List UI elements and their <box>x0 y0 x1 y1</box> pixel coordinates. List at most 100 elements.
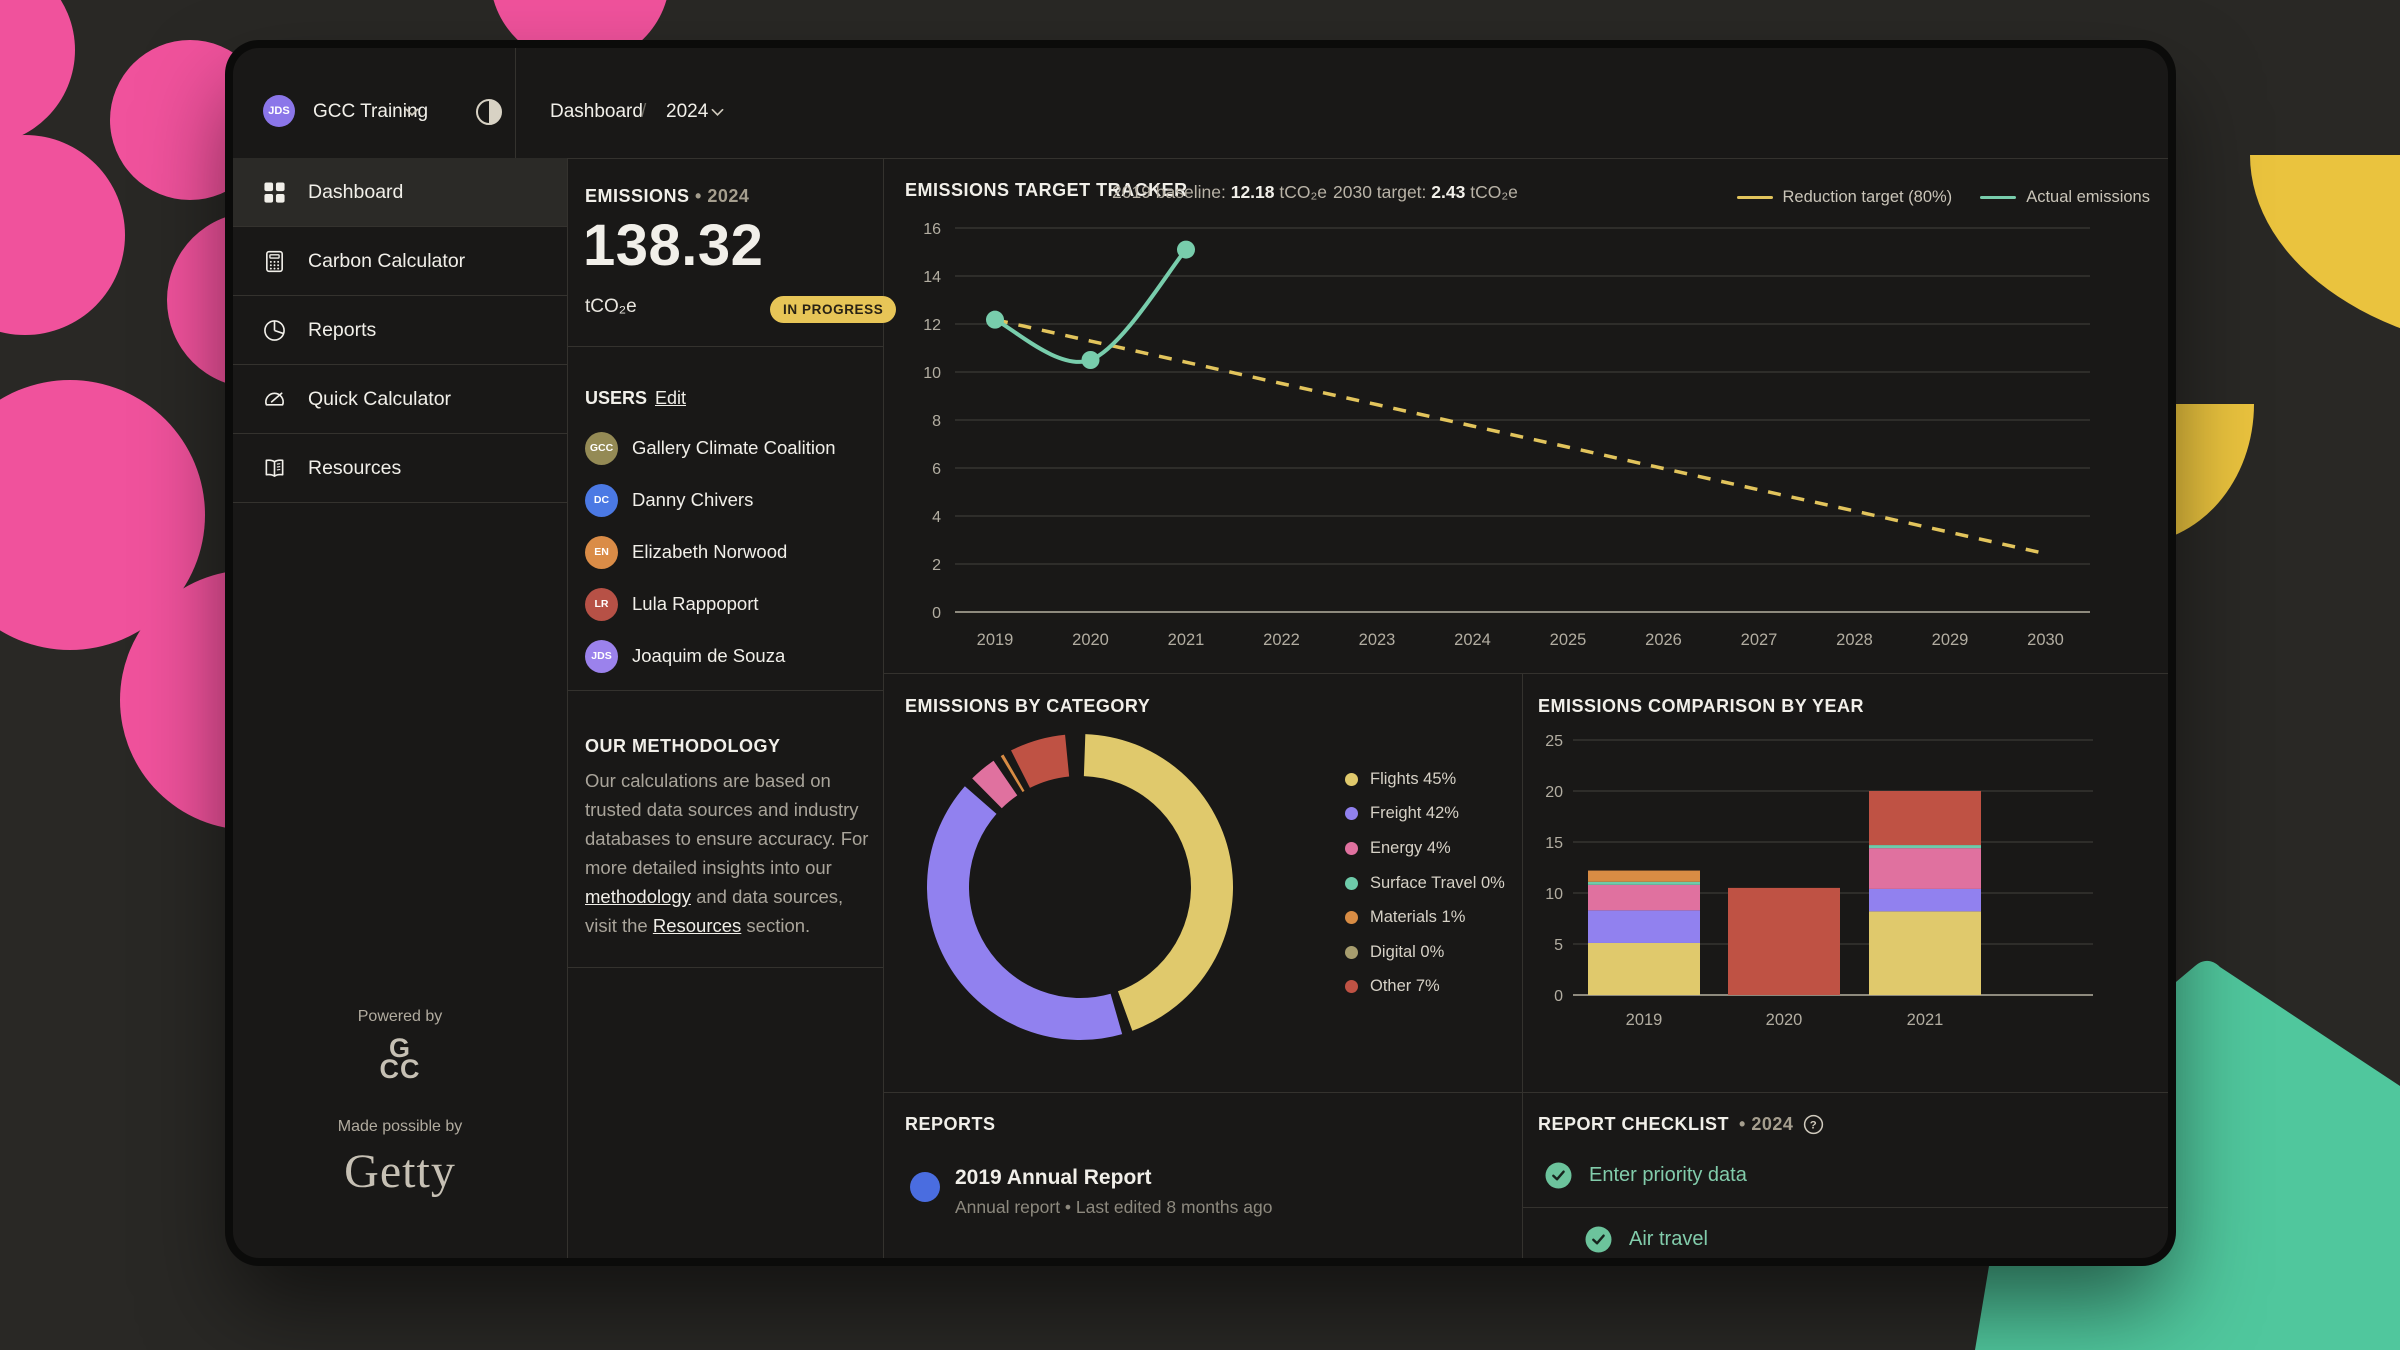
checklist-item-enter-priority-data[interactable]: Enter priority data <box>1545 1162 1747 1189</box>
pie-chart-icon <box>264 319 285 341</box>
resources-link[interactable]: Resources <box>652 915 742 936</box>
user-row[interactable]: GCC Gallery Climate Coalition <box>585 430 875 466</box>
legend-label: Surface Travel 0% <box>1370 873 1505 892</box>
panel-border <box>567 967 883 968</box>
decor-yellow-quarter <box>2250 155 2400 355</box>
methodology-link[interactable]: methodology <box>585 886 691 907</box>
chevron-down-icon[interactable] <box>405 108 419 117</box>
legend-label: Energy 4% <box>1370 838 1451 857</box>
sidebar-item-dashboard[interactable]: Dashboard <box>233 158 567 227</box>
svg-text:2021: 2021 <box>1907 1011 1944 1029</box>
svg-text:2024: 2024 <box>1454 631 1491 649</box>
breadcrumb-dashboard[interactable]: Dashboard <box>550 101 643 122</box>
legend-item: Freight 42% <box>1345 797 1505 832</box>
user-name: Danny Chivers <box>632 489 754 510</box>
svg-text:2019: 2019 <box>977 631 1014 649</box>
legend-label: Digital 0% <box>1370 942 1445 961</box>
legend-dot <box>1345 876 1358 890</box>
report-list-item[interactable]: 2019 Annual Report Annual report • Last … <box>910 1166 1470 1218</box>
sidebar-item-carbon-calculator[interactable]: Carbon Calculator <box>233 227 567 296</box>
tracker-title: EMISSIONS TARGET TRACKER <box>905 180 1188 200</box>
svg-text:0: 0 <box>1554 988 1563 1005</box>
legend-label: Flights 45% <box>1370 769 1457 788</box>
user-row[interactable]: EN Elizabeth Norwood <box>585 534 875 570</box>
breadcrumb-year-select[interactable]: 2024 <box>666 101 709 122</box>
emissions-total-value: 138.32 <box>583 213 764 278</box>
user-name: Joaquim de Souza <box>632 645 786 666</box>
emissions-unit: tCO₂e <box>585 296 637 317</box>
sidebar-divider <box>567 158 568 1258</box>
tracker-baseline: 2019 baseline: 12.18 tCO₂e <box>1112 182 1328 202</box>
user-name: Gallery Climate Coalition <box>632 437 836 458</box>
checklist-divider <box>1522 1207 2168 1208</box>
svg-text:2022: 2022 <box>1263 631 1300 649</box>
user-row[interactable]: JDS Joaquim de Souza <box>585 638 875 674</box>
svg-text:2020: 2020 <box>1766 1011 1803 1029</box>
report-name: 2019 Annual Report <box>955 1166 1152 1189</box>
gcc-logo: G CC <box>379 1033 421 1084</box>
account-avatar[interactable]: JDS <box>263 95 295 127</box>
sidebar-item-label: Resources <box>308 456 402 479</box>
avatar: DC <box>585 483 618 517</box>
tracker-line-chart: 0 2 4 6 8 10 12 14 16 2019 2020 2021 2022 2023 2024 202… <box>923 221 2090 649</box>
comparison-bar-chart: 0 5 10 15 20 25 2019 2020 2021 <box>1545 733 2093 1029</box>
checklist-item-air-travel[interactable]: Air travel <box>1585 1226 1708 1253</box>
panel-border <box>883 1092 2168 1093</box>
sidebar-item-quick-calculator[interactable]: Quick Calculator <box>233 365 567 434</box>
svg-text:10: 10 <box>923 365 941 382</box>
svg-text:25: 25 <box>1545 733 1563 750</box>
topbar-bottom-border <box>233 158 2168 159</box>
status-badge: IN PROGRESS <box>770 296 897 323</box>
svg-text:5: 5 <box>1554 937 1563 954</box>
checklist-title: REPORT CHECKLIST • 2024 ? <box>1538 1114 1824 1135</box>
svg-text:2025: 2025 <box>1550 631 1587 649</box>
decor-pink-circle <box>0 0 75 145</box>
legend-label: Other 7% <box>1370 977 1440 996</box>
svg-text:2020: 2020 <box>1072 631 1109 649</box>
account-name[interactable]: GCC Training <box>313 101 429 122</box>
emissions-panel-title: EMISSIONS • 2024 <box>585 186 750 206</box>
panel-border <box>1522 673 1523 1258</box>
svg-text:2029: 2029 <box>1932 631 1969 649</box>
gauge-icon <box>265 391 284 406</box>
svg-text:2030: 2030 <box>2027 631 2064 649</box>
svg-text:6: 6 <box>932 461 941 478</box>
legend-item: Materials 1% <box>1345 900 1505 935</box>
report-subtitle: Annual report • Last edited 8 months ago <box>955 1197 1273 1217</box>
svg-text:2028: 2028 <box>1836 631 1873 649</box>
help-icon[interactable]: ? <box>1803 1114 1824 1135</box>
legend-swatch <box>1980 195 2017 200</box>
svg-text:2021: 2021 <box>1168 631 1205 649</box>
user-row[interactable]: LR Lula Rappoport <box>585 586 875 622</box>
tracker-legend: Reduction target (80%) Actual emissions <box>1736 188 2150 207</box>
svg-text:20: 20 <box>1545 784 1563 801</box>
calculator-icon <box>266 250 283 272</box>
user-name: Lula Rappoport <box>632 593 759 614</box>
sidebar-item-reports[interactable]: Reports <box>233 296 567 365</box>
theme-toggle-icon[interactable] <box>475 98 503 126</box>
sidebar-nav: Dashboard Carbon Calculator Reports Quic… <box>233 158 567 503</box>
methodology-title: OUR METHODOLOGY <box>585 736 781 756</box>
check-icon <box>1585 1226 1612 1253</box>
sidebar-item-label: Quick Calculator <box>308 387 452 410</box>
legend-actual-emissions: Actual emissions <box>1980 188 2150 207</box>
panel-border <box>567 346 883 347</box>
avatar: EN <box>585 535 618 569</box>
breadcrumb-separator: / <box>641 101 647 122</box>
legend-dot <box>1345 772 1358 786</box>
user-row[interactable]: DC Danny Chivers <box>585 482 875 518</box>
legend-item: Energy 4% <box>1345 831 1505 866</box>
legend-item: Surface Travel 0% <box>1345 866 1505 901</box>
users-edit-link[interactable]: Edit <box>655 388 687 408</box>
sidebar-item-resources[interactable]: Resources <box>233 434 567 503</box>
legend-dot <box>1345 841 1358 855</box>
user-name: Elizabeth Norwood <box>632 541 788 562</box>
app-window: JDS GCC Training Dashboard / 2024 Dashbo… <box>233 48 2168 1258</box>
svg-text:10: 10 <box>1545 886 1563 903</box>
svg-text:15: 15 <box>1545 835 1563 852</box>
sidebar-item-label: Dashboard <box>308 180 404 203</box>
svg-text:2027: 2027 <box>1741 631 1778 649</box>
report-dot-icon <box>910 1172 940 1202</box>
svg-text:?: ? <box>1810 1120 1817 1132</box>
chevron-down-icon[interactable] <box>711 108 724 117</box>
